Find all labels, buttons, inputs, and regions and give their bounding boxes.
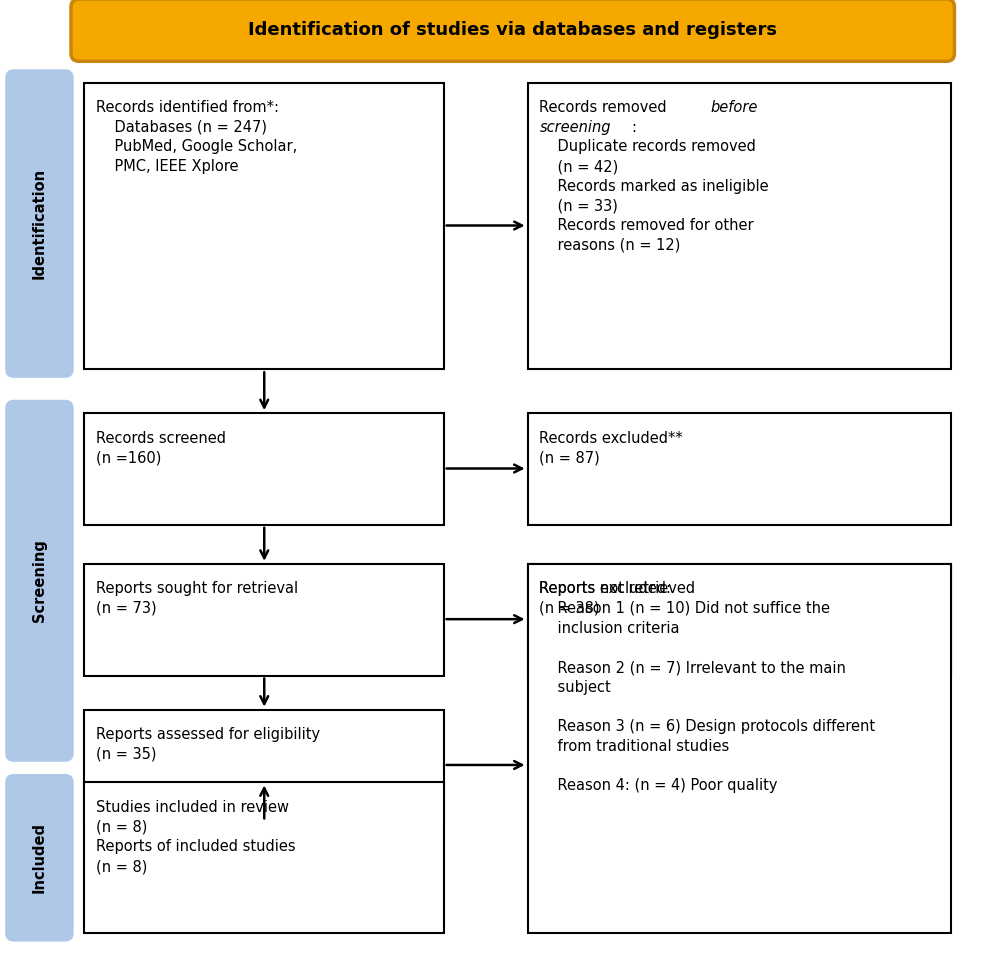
Text: Records excluded**: Records excluded** <box>539 431 683 445</box>
FancyBboxPatch shape <box>84 564 444 676</box>
Text: :: : <box>632 120 637 135</box>
Text: Screening: Screening <box>32 539 47 622</box>
FancyBboxPatch shape <box>528 564 951 676</box>
Text: Reason 1 (n = 10) Did not suffice the: Reason 1 (n = 10) Did not suffice the <box>539 601 830 616</box>
Text: Records marked as ineligible: Records marked as ineligible <box>539 179 769 193</box>
FancyBboxPatch shape <box>84 413 444 525</box>
Text: Records identified from*:: Records identified from*: <box>96 100 279 115</box>
FancyBboxPatch shape <box>84 710 444 821</box>
Text: (n = 8): (n = 8) <box>96 859 147 874</box>
FancyBboxPatch shape <box>528 83 951 369</box>
Text: Reports assessed for eligibility: Reports assessed for eligibility <box>96 727 319 742</box>
Text: (n = 8): (n = 8) <box>96 819 147 835</box>
Text: before: before <box>710 100 757 115</box>
Text: screening: screening <box>539 120 611 135</box>
Text: (n =160): (n =160) <box>96 450 161 466</box>
Text: PMC, IEEE Xplore: PMC, IEEE Xplore <box>96 159 239 174</box>
Text: Databases (n = 247): Databases (n = 247) <box>96 120 266 135</box>
FancyBboxPatch shape <box>528 564 951 933</box>
Text: (n = 35): (n = 35) <box>96 746 156 762</box>
Text: Reports not retrieved: Reports not retrieved <box>539 581 695 596</box>
Text: Records removed: Records removed <box>539 100 671 115</box>
Text: (n = 38): (n = 38) <box>539 601 599 616</box>
Text: Reason 3 (n = 6) Design protocols different: Reason 3 (n = 6) Design protocols differ… <box>539 719 876 734</box>
Text: Reason 2 (n = 7) Irrelevant to the main: Reason 2 (n = 7) Irrelevant to the main <box>539 660 846 675</box>
FancyBboxPatch shape <box>71 0 954 61</box>
Text: inclusion criteria: inclusion criteria <box>539 621 679 636</box>
Text: from traditional studies: from traditional studies <box>539 739 730 753</box>
Text: Identification of studies via databases and registers: Identification of studies via databases … <box>248 21 777 39</box>
Text: (n = 73): (n = 73) <box>96 601 156 616</box>
Text: Included: Included <box>32 822 47 893</box>
Text: Reason 4: (n = 4) Poor quality: Reason 4: (n = 4) Poor quality <box>539 779 778 793</box>
FancyBboxPatch shape <box>84 83 444 369</box>
Text: Reports of included studies: Reports of included studies <box>96 840 295 854</box>
FancyBboxPatch shape <box>528 413 951 525</box>
Text: Reports sought for retrieval: Reports sought for retrieval <box>96 581 298 596</box>
Text: Studies included in review: Studies included in review <box>96 800 289 815</box>
Text: (n = 42): (n = 42) <box>539 159 618 174</box>
Text: Records removed for other: Records removed for other <box>539 219 754 233</box>
Text: Duplicate records removed: Duplicate records removed <box>539 140 756 155</box>
Text: subject: subject <box>539 679 611 695</box>
Text: (n = 87): (n = 87) <box>539 450 600 466</box>
Text: Identification: Identification <box>32 168 47 279</box>
Text: reasons (n = 12): reasons (n = 12) <box>539 238 680 253</box>
FancyBboxPatch shape <box>84 782 444 933</box>
FancyBboxPatch shape <box>6 70 73 377</box>
Text: (n = 33): (n = 33) <box>539 198 618 214</box>
FancyBboxPatch shape <box>6 775 73 941</box>
Text: Reports excluded:: Reports excluded: <box>539 581 671 596</box>
Text: Records screened: Records screened <box>96 431 226 445</box>
Text: PubMed, Google Scholar,: PubMed, Google Scholar, <box>96 140 297 155</box>
FancyBboxPatch shape <box>6 400 73 761</box>
